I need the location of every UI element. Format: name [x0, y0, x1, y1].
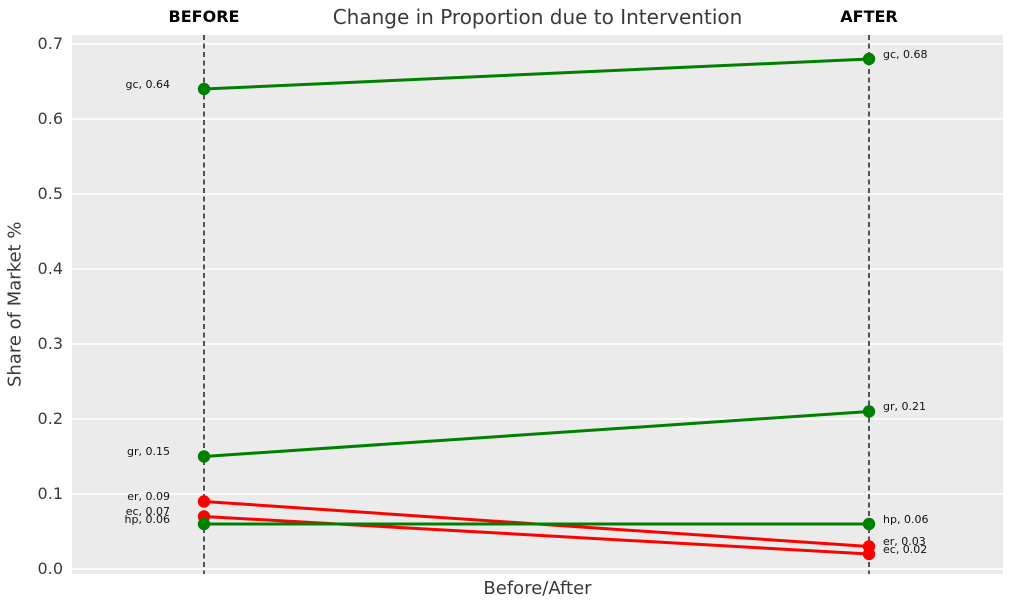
y-tick-label-0.4: 0.4 [37, 259, 63, 278]
point-gr-after [862, 405, 876, 418]
point-label-gr-before: gr, 0.15 [127, 445, 170, 458]
point-ec-after [862, 547, 876, 561]
x-axis-label: Before/After [483, 578, 592, 599]
point-label-gr-after: gr, 0.21 [883, 400, 926, 413]
point-label-gc-after: gc, 0.68 [883, 48, 928, 61]
point-label-er-after: er, 0.03 [883, 535, 926, 548]
point-label-hp-after: hp, 0.06 [883, 513, 929, 526]
point-label-ec-before: ec, 0.07 [125, 505, 170, 518]
y-tick-label-0.3: 0.3 [37, 334, 63, 353]
y-tick-label-0.7: 0.7 [37, 34, 63, 53]
column-header-after: AFTER [840, 7, 898, 26]
point-gc-before [197, 82, 211, 96]
y-tick-label-0.1: 0.1 [37, 484, 63, 503]
series-line-ec [203, 514, 870, 556]
point-label-gc-before: gc, 0.64 [125, 78, 170, 91]
chart-title: Change in Proportion due to Intervention [332, 5, 743, 29]
column-header-before: BEFORE [168, 7, 240, 26]
plot-area: gc, 0.64 gc, 0.68 gr, 0.15 gr, 0.21 er, 0.09… [72, 35, 1003, 574]
y-tick-label-0.2: 0.2 [37, 409, 63, 428]
series-line-gr [203, 409, 870, 458]
point-label-er-before: er, 0.09 [127, 490, 170, 503]
series-line-gc [203, 57, 870, 91]
point-hp-before [197, 517, 211, 531]
point-label-hp-before: hp, 0.06 [124, 513, 170, 526]
point-hp-after [862, 517, 876, 531]
y-tick-label-0.0: 0.0 [37, 559, 63, 578]
chart-canvas [72, 35, 1003, 574]
y-tick-label-0.5: 0.5 [37, 184, 63, 203]
point-label-ec-after: ec, 0.02 [883, 543, 928, 556]
y-tick-label-0.6: 0.6 [37, 109, 63, 128]
point-gr-before [197, 450, 211, 463]
point-er-before [197, 495, 211, 508]
point-gc-after [862, 52, 876, 66]
